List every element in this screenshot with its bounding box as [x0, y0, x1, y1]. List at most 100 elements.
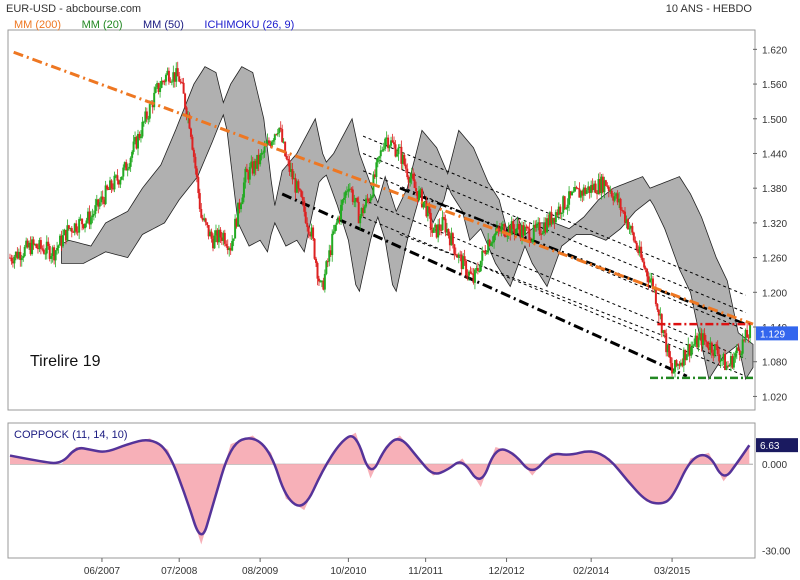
candle-body — [704, 340, 707, 342]
candle-body — [132, 141, 135, 152]
candle-body — [637, 249, 640, 254]
candle-body — [84, 223, 87, 229]
candle-body — [453, 244, 456, 255]
candle-body — [13, 256, 16, 264]
price-tick-label: 1.260 — [762, 254, 787, 265]
candle-body — [710, 342, 713, 353]
candle-body — [201, 217, 204, 221]
candle-body — [282, 141, 285, 143]
candle-body — [36, 248, 39, 250]
candle-body — [382, 148, 385, 151]
candle-body — [675, 360, 678, 366]
coppock-panel-frame — [7, 422, 756, 559]
candle-body — [419, 189, 422, 191]
candle-body — [270, 141, 273, 146]
time-tick-label: 06/2007 — [84, 566, 121, 577]
candle-body — [259, 154, 262, 165]
candle-body — [529, 241, 532, 243]
candle-body — [301, 196, 304, 201]
channel-line-6 — [399, 187, 747, 326]
candle-body — [640, 246, 643, 258]
candle-body — [366, 198, 369, 200]
candle-body — [746, 329, 749, 338]
candle-body — [239, 204, 242, 210]
candle-body — [100, 196, 103, 203]
candle-body — [170, 81, 173, 83]
candle-body — [407, 177, 410, 183]
candle-body — [506, 235, 509, 237]
candle-body — [188, 114, 191, 129]
candle-body — [604, 180, 607, 186]
candle-body — [450, 233, 453, 246]
candle-body — [510, 221, 513, 236]
candle-body — [329, 250, 332, 256]
candle-body — [712, 352, 715, 356]
candle-body — [237, 202, 240, 227]
candle-body — [178, 76, 181, 82]
candle-body — [616, 193, 619, 203]
candle-body — [469, 271, 472, 274]
candle-body — [73, 223, 76, 233]
time-tick-label: 10/2010 — [330, 566, 367, 577]
candle-body — [523, 226, 526, 236]
candle-body — [403, 154, 406, 165]
candle-body — [97, 199, 100, 207]
candle-body — [460, 254, 463, 270]
candle-body — [219, 229, 222, 238]
symbol-source-label: EUR-USD - abcbourse.com — [6, 3, 142, 15]
candle-body — [234, 218, 237, 239]
candle-body — [290, 169, 293, 172]
candle-body — [388, 145, 391, 149]
candle-body — [309, 233, 312, 237]
candle-body — [86, 211, 89, 221]
candle-body — [715, 344, 718, 346]
candle-body — [425, 200, 428, 217]
candle-body — [557, 206, 560, 216]
candle-body — [740, 353, 743, 355]
candle-body — [206, 222, 209, 225]
candle-body — [416, 191, 419, 201]
candle-body — [423, 200, 426, 202]
candle-body — [691, 345, 694, 348]
candle-body — [307, 226, 310, 234]
candle-body — [320, 280, 323, 282]
candle-body — [463, 256, 466, 261]
candle-body — [441, 217, 444, 231]
candle-body — [409, 178, 412, 183]
candle-body — [167, 70, 170, 82]
candle-body — [579, 190, 582, 198]
candle-body — [472, 273, 475, 283]
candle-body — [164, 74, 167, 82]
candle-body — [706, 341, 709, 348]
price-tick-label: 1.320 — [762, 219, 787, 230]
candle-body — [454, 254, 457, 256]
candle-body — [612, 196, 615, 201]
candle-body — [331, 233, 334, 256]
candle-body — [456, 255, 459, 258]
candle-body — [116, 175, 119, 181]
candle-body — [378, 156, 381, 158]
candle-body — [431, 230, 434, 233]
candle-body — [245, 168, 248, 173]
candle-body — [179, 81, 182, 83]
candle-body — [362, 208, 365, 214]
candle-body — [125, 162, 128, 171]
candle-body — [297, 181, 300, 189]
candle-body — [92, 213, 95, 216]
candle-body — [735, 347, 738, 354]
candle-body — [722, 354, 725, 360]
candle-body — [17, 251, 20, 259]
candle-body — [679, 362, 682, 366]
candle-body — [550, 212, 553, 224]
candle-body — [47, 241, 50, 246]
candle-body — [418, 190, 421, 201]
candle-body — [669, 356, 672, 364]
candle-body — [357, 201, 360, 224]
candle-body — [563, 196, 566, 209]
candle-body — [120, 176, 123, 180]
candle-body — [635, 242, 638, 250]
candle-body — [235, 218, 238, 227]
candle-body — [338, 217, 341, 220]
candle-body — [509, 225, 512, 236]
candle-body — [117, 180, 120, 185]
